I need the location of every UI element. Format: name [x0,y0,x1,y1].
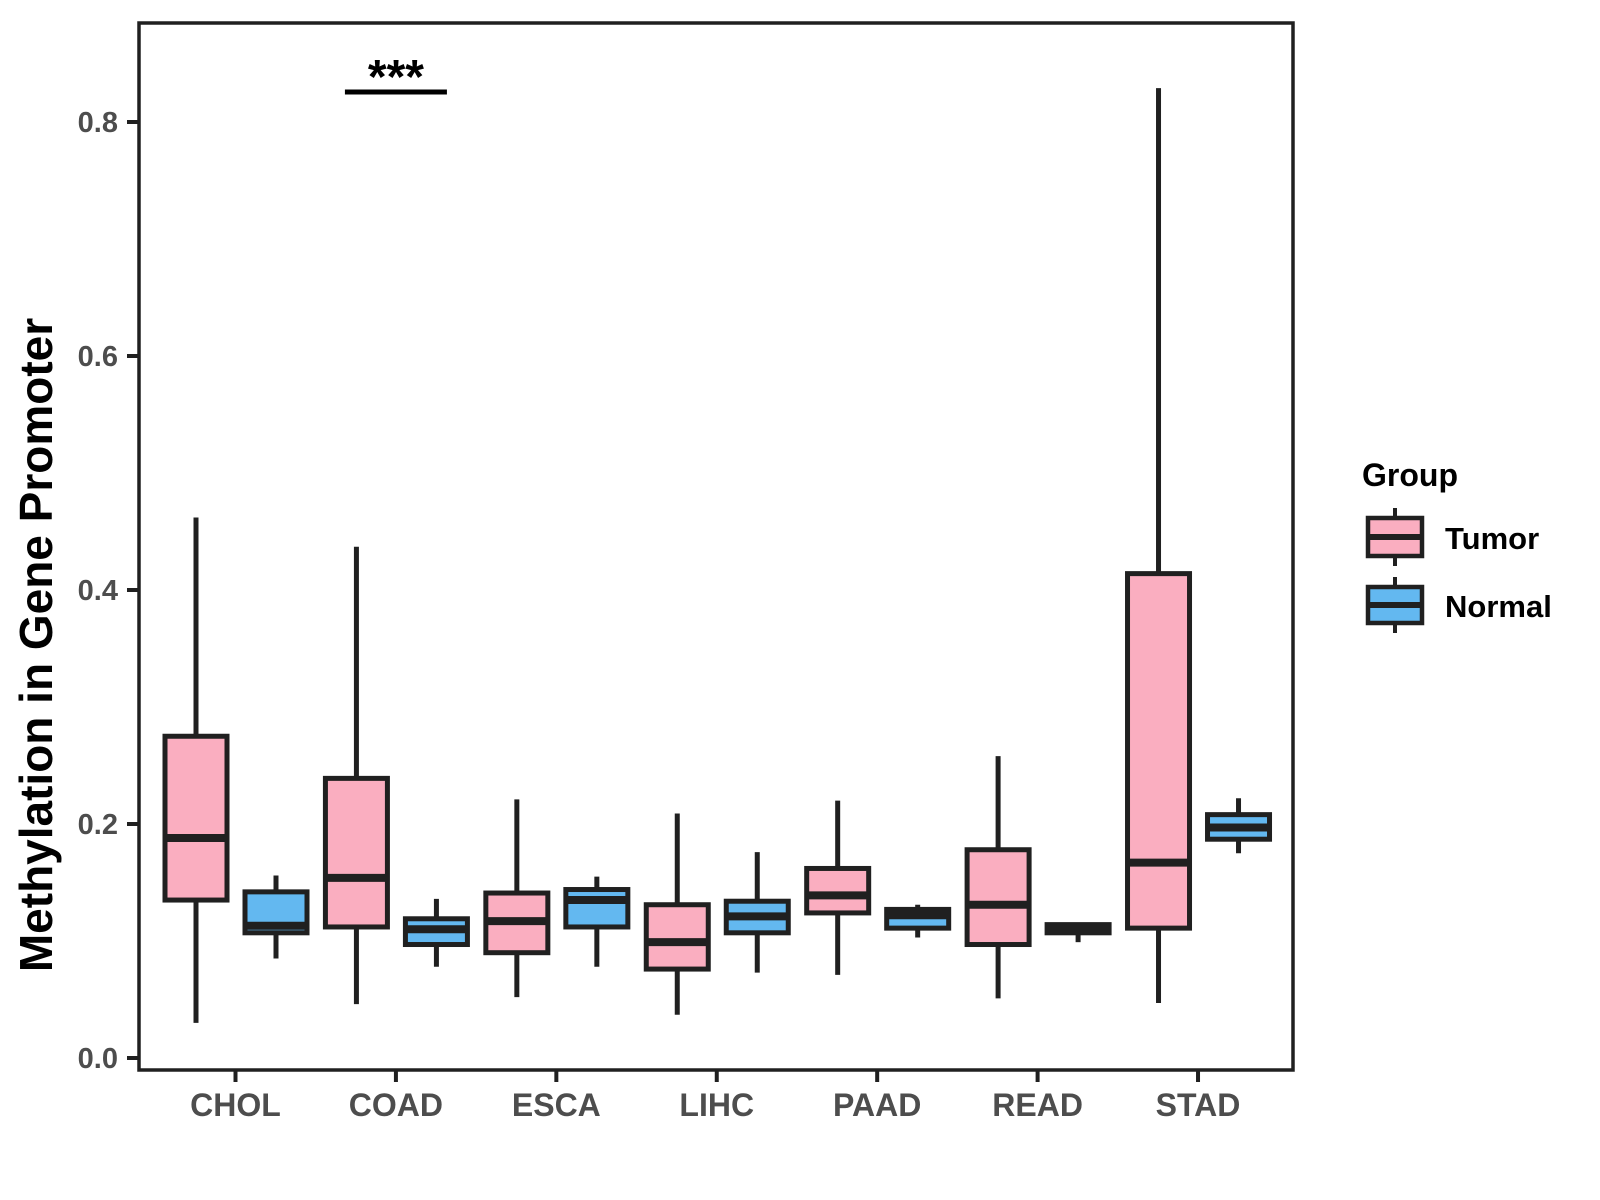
x-tick-label-coad: COAD [349,1087,443,1123]
y-tick-label: 0.0 [78,1043,118,1075]
boxplots [162,88,1273,1023]
y-tick-label: 0.6 [78,341,118,373]
y-axis: 0.0 0.2 0.4 0.6 0.8 [78,107,139,1075]
legend-keys [1365,508,1425,633]
y-tick-label: 0.8 [78,107,118,139]
y-tick-label: 0.2 [78,809,118,841]
x-tick-label-lihc: LIHC [679,1087,754,1123]
box-tumor-stad [1125,571,1193,931]
y-axis-title: Methylation in Gene Promoter [10,318,62,972]
box-tumor-coad [322,775,390,930]
box-tumor-read [964,847,1032,948]
x-tick-label-esca: ESCA [512,1087,601,1123]
box-tumor-chol [162,733,230,903]
x-axis: CHOL COAD ESCA LIHC PAAD READ STAD [190,1070,1240,1123]
significance-annotation: *** [344,51,447,104]
legend: Group Tumor Normal [1362,457,1552,633]
box-normal-esca [563,887,631,930]
legend-label-tumor: Tumor [1445,521,1539,556]
y-tick-label: 0.4 [78,575,118,607]
plot-panel [137,21,1295,1072]
panel-border [137,21,1295,1072]
significance-label: *** [368,51,424,104]
legend-label-normal: Normal [1445,589,1552,624]
x-tick-label-paad: PAAD [833,1087,921,1123]
x-tick-label-stad: STAD [1156,1087,1241,1123]
box-tumor-lihc [643,902,711,972]
x-tick-label-chol: CHOL [190,1087,281,1123]
x-tick-label-read: READ [992,1087,1083,1123]
box-tumor-paad [804,865,872,916]
legend-title: Group [1362,457,1458,493]
